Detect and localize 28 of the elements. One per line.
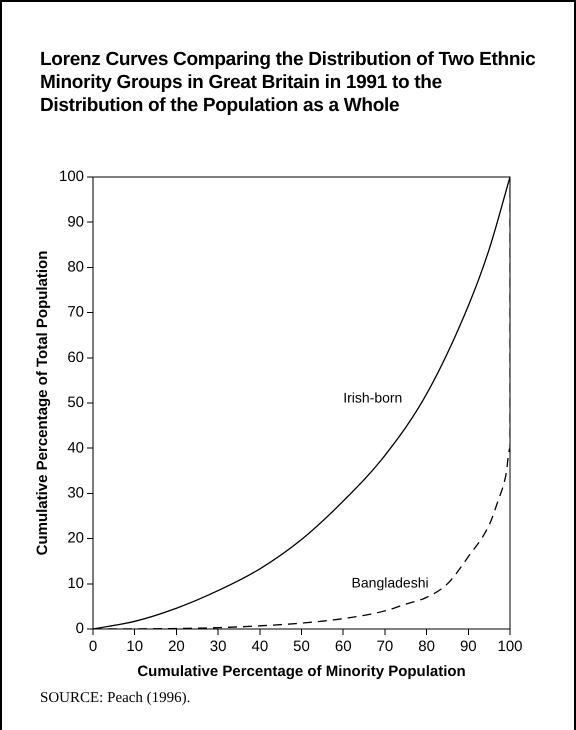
x-tick-label: 100	[497, 638, 523, 656]
x-tick-label: 40	[251, 638, 268, 656]
x-tick-label: 90	[460, 638, 477, 656]
x-tick-label: 10	[126, 638, 144, 656]
source-note: SOURCE: Peach (1996).	[40, 690, 190, 707]
x-axis-title: Cumulative Percentage of Minority Population	[137, 663, 466, 680]
chart-title: Lorenz Curves Comparing the Distribution of Two Ethnic Minority Groups in Great Britain in 1991 to the Distribution of the Population as a Whole	[40, 48, 536, 117]
x-tick-label: 20	[168, 638, 185, 656]
y-tick-label: 30	[67, 484, 84, 502]
y-tick-label: 0	[76, 620, 84, 638]
x-tick-label: 60	[334, 638, 352, 656]
x-tick-label: 80	[418, 638, 435, 656]
y-tick-label: 90	[67, 213, 84, 230]
y-tick-label: 10	[67, 574, 84, 592]
x-tick-label: 50	[293, 638, 310, 656]
y-tick-label: 100	[58, 168, 84, 186]
y-axis-title: Cumulative Percentage of Total Population	[34, 250, 52, 556]
y-tick-label: 50	[67, 394, 84, 412]
series-label: Irish-born	[343, 389, 402, 406]
series-label: Bangladeshi	[352, 574, 429, 591]
x-tick-label: 70	[376, 638, 394, 656]
x-tick-label: 30	[210, 638, 226, 656]
y-tick-label: 80	[67, 258, 84, 276]
y-tick-label: 40	[67, 439, 84, 456]
y-tick-label: 20	[67, 530, 84, 547]
y-tick-label: 70	[67, 304, 84, 321]
y-tick-label: 60	[67, 348, 84, 366]
x-tick-label: 0	[88, 638, 98, 656]
